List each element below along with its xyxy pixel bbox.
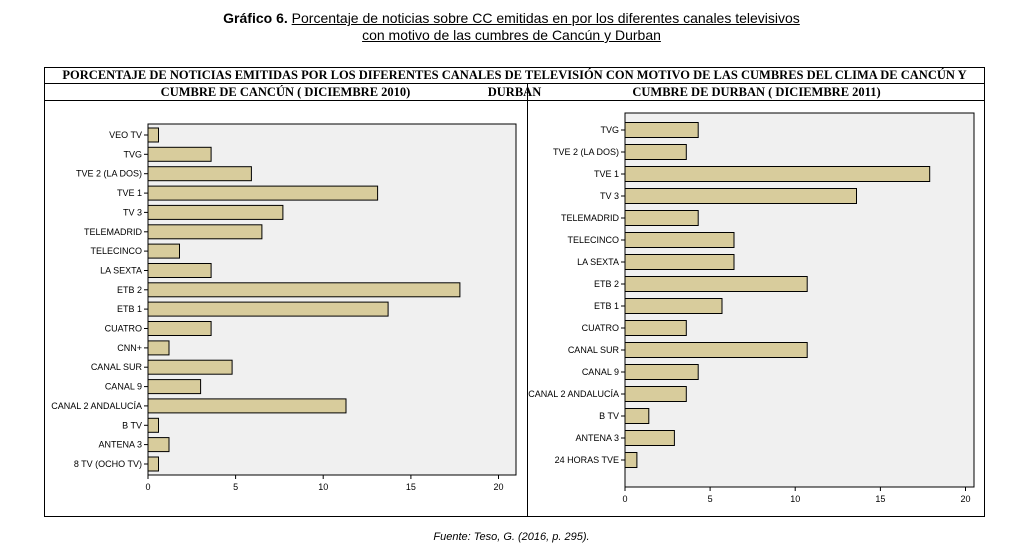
title-divider	[44, 83, 985, 84]
cancun-x-tick-label: 15	[406, 482, 416, 492]
durban-x-tick-label: 15	[875, 494, 885, 504]
durban-x-tick-label: 20	[960, 494, 970, 504]
figure-caption-line1: Gráfico 6. Porcentaje de noticias sobre …	[0, 10, 1023, 27]
cancun-category-label: VEO TV	[109, 130, 142, 140]
cancun-bar	[147, 127, 159, 143]
cancun-category-label: ETB 1	[117, 304, 142, 314]
durban-category-label: B TV	[599, 411, 619, 421]
cancun-bar	[147, 282, 461, 298]
cancun-category-label: CNN+	[117, 343, 142, 353]
durban-bar	[624, 342, 808, 358]
cancun-bar	[147, 398, 347, 414]
cancun-category-label: TELEMADRID	[84, 227, 143, 237]
durban-category-label: CUATRO	[582, 323, 619, 333]
durban-category-label: TELECINCO	[567, 235, 619, 245]
durban-bar	[624, 276, 808, 292]
durban-bar	[624, 166, 931, 182]
durban-bar	[624, 232, 735, 248]
durban-x-tick-label: 5	[708, 494, 713, 504]
cancun-category-label: CANAL SUR	[91, 362, 143, 372]
panel-divider	[527, 84, 528, 517]
cancun-category-label: TELECINCO	[90, 246, 142, 256]
cancun-bar	[147, 224, 263, 240]
durban-category-label: TVE 1	[594, 169, 619, 179]
durban-bar	[624, 408, 650, 424]
durban-bar	[624, 144, 687, 160]
durban-bar	[624, 122, 699, 138]
cancun-category-label: TV 3	[123, 207, 142, 217]
durban-category-label: ETB 1	[594, 301, 619, 311]
durban-category-label: ANTENA 3	[575, 433, 619, 443]
durban-category-label: TELEMADRID	[561, 213, 620, 223]
cancun-bar	[147, 321, 212, 336]
cancun-category-label: CUATRO	[105, 324, 142, 334]
cancun-x-tick-label: 0	[145, 482, 150, 492]
durban-bar	[624, 254, 735, 270]
cancun-category-label: CANAL 9	[105, 382, 142, 392]
durban-x-tick-label: 10	[790, 494, 800, 504]
durban-category-label: TV 3	[600, 191, 619, 201]
cancun-category-label: B TV	[122, 420, 142, 430]
cancun-bar	[147, 185, 379, 201]
cancun-x-tick-label: 5	[233, 482, 238, 492]
durban-bar	[624, 320, 687, 336]
cancun-bar	[147, 301, 389, 317]
figure-label: Gráfico 6.	[223, 10, 288, 26]
durban-panel-title: CUMBRE DE DURBAN ( DICIEMBRE 2011)	[632, 85, 881, 99]
cancun-bar	[147, 359, 233, 375]
durban-bar	[624, 386, 687, 402]
durban-bar	[624, 452, 638, 468]
cancun-category-label: TVG	[123, 149, 142, 159]
durban-category-label: TVG	[600, 125, 619, 135]
cancun-category-label: CANAL 2 ANDALUCÍA	[51, 401, 142, 411]
cancun-panel-title: CUMBRE DE CANCÚN ( DICIEMBRE 2010)	[160, 85, 411, 99]
durban-bar	[624, 298, 723, 314]
durban-category-label: CANAL 9	[582, 367, 619, 377]
durban-category-label: ETB 2	[594, 279, 619, 289]
cancun-bar	[147, 417, 159, 433]
cancun-category-label: LA SEXTA	[100, 266, 142, 276]
figure-caption-line2: con motivo de las cumbres de Cancún y Du…	[0, 27, 1023, 44]
cancun-bar	[147, 437, 170, 453]
durban-bar	[624, 364, 699, 380]
durban-category-label: 24 HORAS TVE	[555, 455, 619, 465]
subtitle-divider	[44, 100, 985, 101]
cancun-bar	[147, 204, 284, 220]
cancun-bar	[147, 263, 212, 278]
cancun-category-label: TVE 1	[117, 188, 142, 198]
cancun-bar	[147, 146, 212, 162]
durban-category-label: LA SEXTA	[577, 257, 619, 267]
cancun-x-tick-label: 20	[493, 482, 503, 492]
durban-bar	[624, 210, 699, 226]
figure-caption-text1: Porcentaje de noticias sobre CC emitidas…	[291, 10, 800, 26]
durban-bar	[624, 430, 675, 446]
cancun-category-label: ANTENA 3	[98, 440, 142, 450]
chart-frame	[44, 67, 985, 517]
durban-category-label: CANAL 2 ANDALUCÍA	[528, 389, 619, 399]
figure-caption-text2: con motivo de las cumbres de Cancún y Du…	[362, 27, 661, 43]
durban-category-label: CANAL SUR	[568, 345, 620, 355]
cancun-bar	[147, 340, 170, 356]
cancun-category-label: 8 TV (OCHO TV)	[74, 459, 142, 469]
cancun-x-tick-label: 10	[318, 482, 328, 492]
cancun-bar	[147, 456, 159, 472]
cancun-bar	[147, 166, 252, 182]
cancun-bar	[147, 379, 202, 395]
cancun-category-label: ETB 2	[117, 285, 142, 295]
cancun-category-label: TVE 2 (LA DOS)	[76, 169, 142, 179]
durban-x-tick-label: 0	[622, 494, 627, 504]
durban-bar	[624, 188, 857, 204]
durban-category-label: TVE 2 (LA DOS)	[553, 147, 619, 157]
cancun-bar	[147, 243, 180, 259]
source-footer: Fuente: Teso, G. (2016, p. 295).	[433, 531, 590, 543]
cancun-plot-area	[147, 123, 517, 476]
